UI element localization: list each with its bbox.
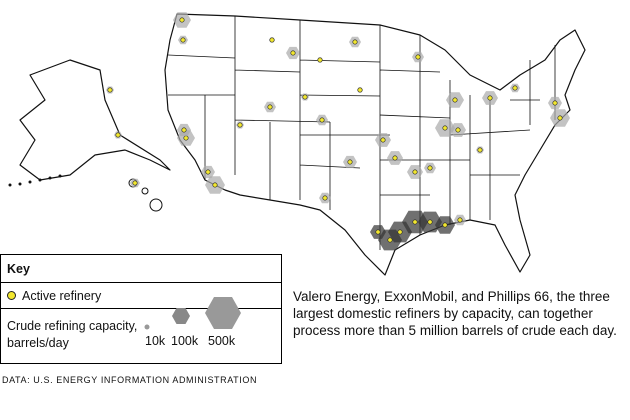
source: DATA: U.S. ENERGY INFORMATION ADMINISTRA… <box>2 375 258 385</box>
refinery-dot <box>357 87 363 93</box>
state-lines <box>167 16 556 250</box>
refinery-dot <box>352 39 358 45</box>
refinery-dot <box>317 57 323 63</box>
refinery-dot <box>322 195 328 201</box>
refinery-dot <box>387 237 393 243</box>
refinery-dot <box>267 104 273 110</box>
annotation: Valero Energy, ExxonMobil, and Phillips … <box>293 289 617 338</box>
refinery-dot <box>412 169 418 175</box>
size-label: 100k <box>171 334 199 348</box>
size-label: 500k <box>208 334 236 348</box>
refinery-dot <box>205 169 211 175</box>
refinery-dot <box>115 132 121 138</box>
key-dot <box>7 291 16 300</box>
refinery-dot <box>415 54 421 60</box>
refinery-dot <box>380 137 386 143</box>
size-10k <box>144 324 150 330</box>
refinery-dot <box>557 115 563 121</box>
refinery-dot <box>452 97 458 103</box>
refinery-dot <box>487 95 493 101</box>
refinery-dot <box>180 37 186 43</box>
refinery-dot <box>302 94 308 100</box>
key: Key Active refinery Crude refining capac… <box>0 254 282 364</box>
us-outline <box>164 13 586 276</box>
key-row: Active refinery <box>1 283 281 309</box>
refinery-dot <box>179 17 185 23</box>
refineries <box>106 12 570 251</box>
map <box>8 12 586 276</box>
refinery-dot <box>552 100 558 106</box>
refinery-dot <box>347 159 353 165</box>
key-title: Key <box>1 255 281 283</box>
refinery-dot <box>397 229 403 235</box>
size-500k <box>205 297 241 329</box>
refinery-dot <box>212 182 218 188</box>
key-active: Active refinery <box>22 288 102 303</box>
refinery-dot <box>427 165 433 171</box>
refinery-dot <box>107 87 113 93</box>
refinery-dot <box>269 37 275 43</box>
refinery-dot <box>183 135 189 141</box>
refinery-dot <box>427 219 433 225</box>
refinery-dot <box>375 229 381 235</box>
refinery-dot <box>319 117 325 123</box>
refinery-dot <box>442 222 448 228</box>
refinery-dot <box>477 147 483 153</box>
refinery-dot <box>412 219 418 225</box>
key-sizes <box>144 297 241 330</box>
alaska <box>19 59 171 181</box>
refinery-dot <box>442 125 448 131</box>
refinery-dot <box>237 122 243 128</box>
islands <box>8 174 62 187</box>
refinery-dot <box>457 217 463 223</box>
refinery-dot <box>290 50 296 56</box>
key-capacity: Crude refining capacity, barrels/day <box>7 319 138 350</box>
size-100k <box>172 308 190 324</box>
refinery-dot <box>181 127 187 133</box>
refinery-dot <box>392 155 398 161</box>
refinery-dot <box>455 127 461 133</box>
refinery-dot <box>512 85 518 91</box>
size-label: 10k <box>145 334 166 348</box>
refinery-dot <box>132 180 138 186</box>
